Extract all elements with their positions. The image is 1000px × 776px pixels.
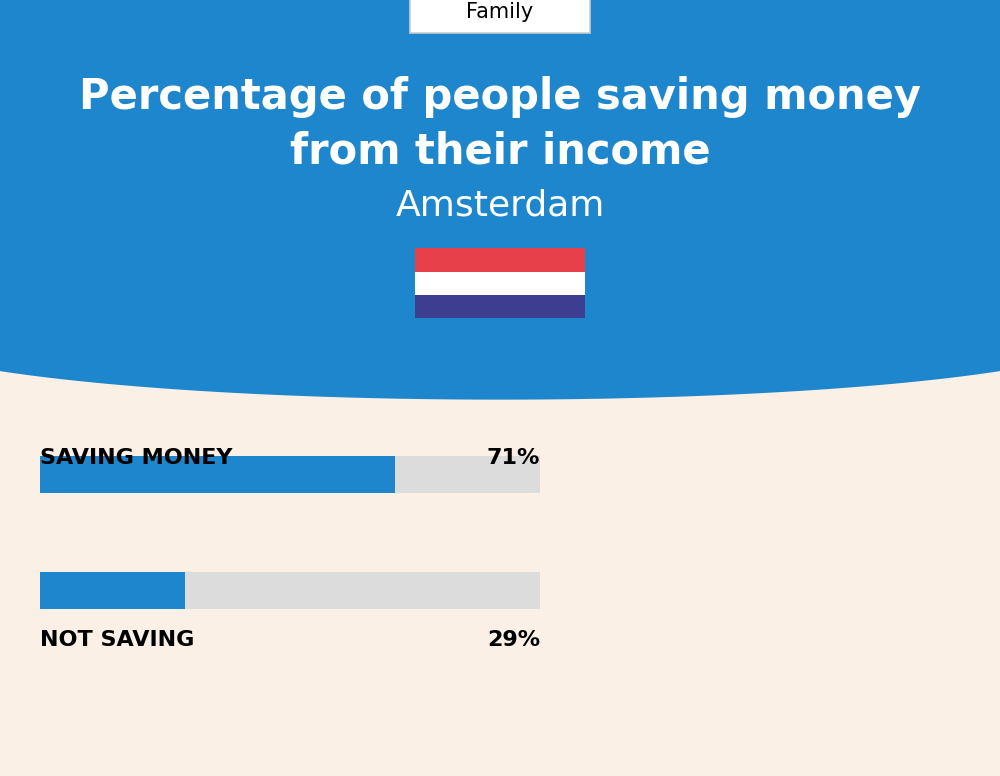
Text: 71%: 71%: [487, 448, 540, 468]
Bar: [40, 572, 185, 609]
Bar: [415, 272, 585, 295]
Bar: [415, 248, 585, 272]
FancyBboxPatch shape: [410, 0, 590, 33]
PathPatch shape: [0, 0, 1000, 400]
Text: Amsterdam: Amsterdam: [395, 189, 605, 223]
Text: Family: Family: [466, 2, 534, 23]
Text: SAVING MONEY: SAVING MONEY: [40, 448, 232, 468]
Bar: [40, 456, 540, 493]
Text: Percentage of people saving money: Percentage of people saving money: [79, 76, 921, 118]
Bar: [40, 572, 540, 609]
Text: NOT SAVING: NOT SAVING: [40, 630, 194, 650]
Text: 29%: 29%: [487, 630, 540, 650]
Bar: [40, 456, 395, 493]
Text: from their income: from their income: [290, 130, 710, 172]
Bar: [415, 295, 585, 318]
